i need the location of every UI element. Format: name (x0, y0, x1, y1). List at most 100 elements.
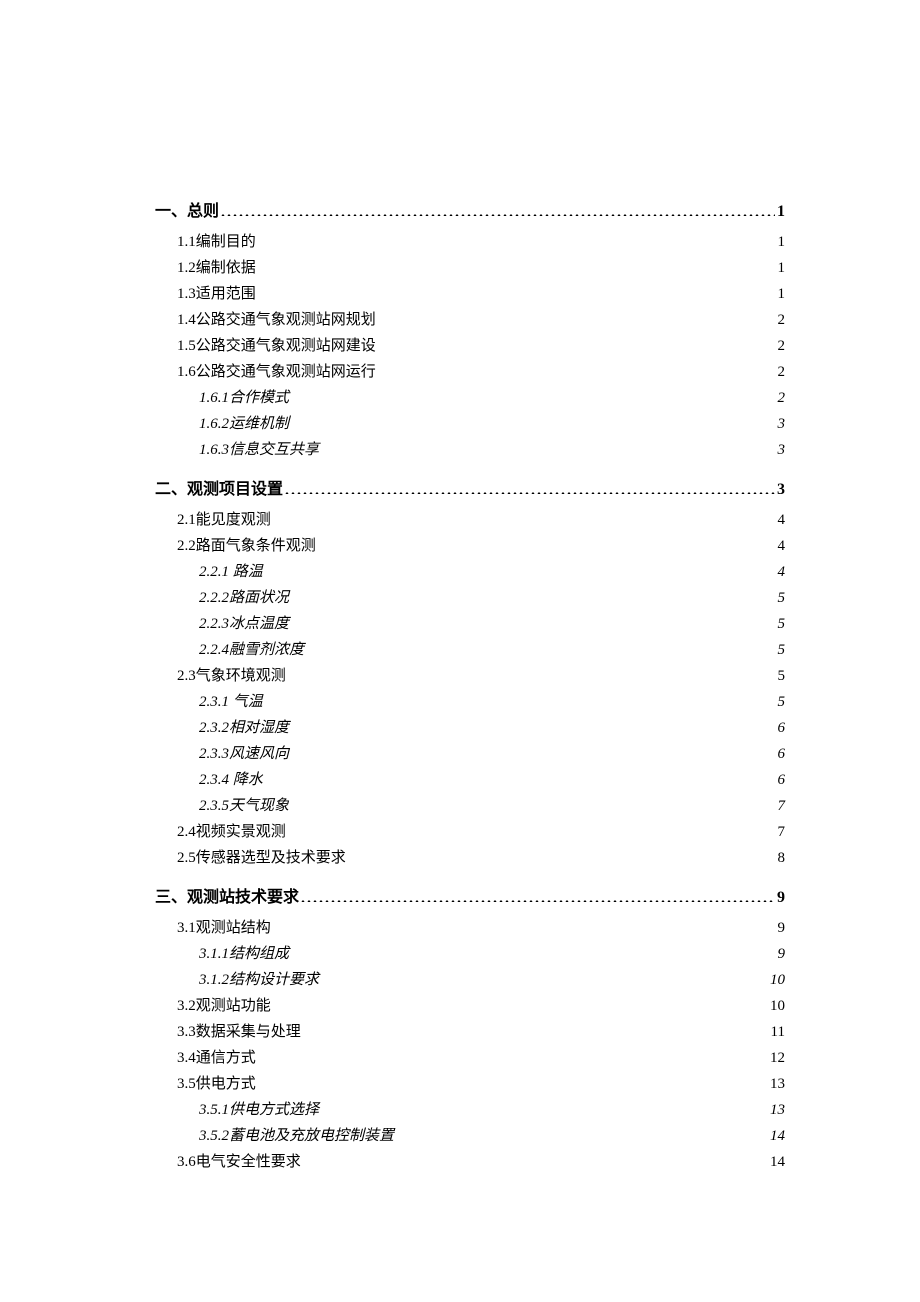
toc-entry-page: 5 (778, 611, 786, 637)
toc-entry: 2.2.2路面状况5 (199, 585, 785, 611)
toc-entry: 2.3.5天气现象7 (199, 793, 785, 819)
toc-section-group: 三、观测站技术要求93.1观测站结构 93.1.1结构组成93.1.2结构设计要求… (155, 881, 785, 1175)
toc-leader-dots (288, 821, 776, 836)
toc-leader-dots (378, 361, 776, 376)
toc-entry: 2.2.1 路温4 (199, 559, 785, 585)
toc-entry-page: 7 (778, 793, 786, 819)
toc-entry: 1.1编制目的 1 (177, 229, 785, 255)
toc-entry-page: 8 (778, 845, 786, 871)
table-of-contents: 一、总则11.1编制目的11.2编制依据11.3适用范围11.4公路交通气象观测… (155, 195, 785, 1175)
toc-leader-dots (273, 509, 776, 524)
toc-entry-label: 2.3.4 降水 (199, 767, 263, 793)
toc-entry-label: 3.4通信方式 (177, 1045, 256, 1071)
toc-entry: 1.2编制依据1 (177, 255, 785, 281)
toc-entry-label: 3.5供电方式 (177, 1071, 256, 1097)
toc-leader-dots (265, 561, 776, 576)
toc-entry-page: 3 (778, 437, 786, 463)
toc-leader-dots (258, 283, 776, 298)
toc-entry-page: 10 (770, 993, 785, 1019)
toc-entry-label: 一、总则 (155, 199, 219, 225)
toc-entry-label: 1.2编制依据 (177, 255, 256, 281)
toc-entry-label: 1.1编制目的 (177, 229, 256, 255)
toc-leader-dots (273, 995, 768, 1010)
toc-entry: 1.5公路交通气象观测站网建设2 (177, 333, 785, 359)
toc-entry-label: 1.3适用范围 (177, 281, 256, 307)
toc-entry: 2.5传感器选型及技术要求 8 (177, 845, 785, 871)
toc-leader-dots (378, 309, 776, 324)
toc-leader-dots (291, 587, 775, 602)
toc-entry: 2.3.1 气温 5 (199, 689, 785, 715)
toc-entry-label: 3.1观测站结构 (177, 915, 271, 941)
toc-entry-page: 10 (770, 967, 785, 993)
toc-entry: 3.5供电方式 13 (177, 1071, 785, 1097)
toc-entry-label: 1.4公路交通气象观测站网规划 (177, 307, 376, 333)
toc-entry-page: 13 (770, 1071, 785, 1097)
toc-entry: 一、总则 1 (155, 195, 785, 229)
toc-entry-page: 5 (778, 663, 786, 689)
toc-entry-label: 2.2.4融雪剂浓度 (199, 637, 304, 663)
toc-leader-dots (221, 200, 775, 216)
toc-entry: 3.1.1结构组成9 (199, 941, 785, 967)
toc-entry-label: 2.5传感器选型及技术要求 (177, 845, 346, 871)
toc-leader-dots (291, 795, 775, 810)
toc-entry-page: 1 (777, 199, 785, 225)
toc-entry-page: 2 (778, 359, 786, 385)
toc-entry-page: 1 (778, 229, 786, 255)
toc-leader-dots (303, 1021, 769, 1036)
toc-entry-label: 3.3数据采集与处理 (177, 1019, 301, 1045)
toc-entry-label: 2.2路面气象条件观测 (177, 533, 316, 559)
toc-entry: 2.3.2相对湿度6 (199, 715, 785, 741)
toc-entry: 2.3.3风速风向 6 (199, 741, 785, 767)
toc-entry-page: 2 (778, 307, 786, 333)
toc-entry-page: 4 (778, 507, 786, 533)
toc-entry: 三、观测站技术要求9 (155, 881, 785, 915)
toc-entry-page: 4 (778, 533, 786, 559)
toc-entry-label: 3.2观测站功能 (177, 993, 271, 1019)
toc-entry: 3.5.2蓄电池及充放电控制装置 14 (199, 1123, 785, 1149)
toc-entry-page: 6 (778, 741, 786, 767)
toc-entry-page: 6 (778, 715, 786, 741)
toc-entry-label: 3.5.2蓄电池及充放电控制装置 (199, 1123, 394, 1149)
toc-entry: 3.5.1供电方式选择13 (199, 1097, 785, 1123)
toc-leader-dots (301, 886, 775, 902)
toc-leader-dots (321, 969, 768, 984)
toc-entry: 3.4通信方式12 (177, 1045, 785, 1071)
toc-entry-page: 3 (778, 411, 786, 437)
toc-entry-label: 2.2.3冰点温度 (199, 611, 289, 637)
toc-entry: 1.3适用范围1 (177, 281, 785, 307)
toc-leader-dots (285, 478, 775, 494)
toc-section-group: 一、总则11.1编制目的11.2编制依据11.3适用范围11.4公路交通气象观测… (155, 195, 785, 463)
toc-entry: 2.1能见度观测 4 (177, 507, 785, 533)
toc-leader-dots (291, 717, 775, 732)
toc-entry-label: 1.5公路交通气象观测站网建设 (177, 333, 376, 359)
toc-entry-page: 5 (778, 689, 786, 715)
toc-leader-dots (306, 639, 775, 654)
toc-entry: 2.2.4融雪剂浓度5 (199, 637, 785, 663)
toc-entry: 3.2观测站功能 10 (177, 993, 785, 1019)
toc-entry-page: 11 (771, 1019, 785, 1045)
toc-entry-label: 2.1能见度观测 (177, 507, 271, 533)
toc-entry-label: 3.5.1供电方式选择 (199, 1097, 319, 1123)
toc-entry-label: 2.3.3风速风向 (199, 741, 289, 767)
toc-entry: 1.6.3信息交互共享3 (199, 437, 785, 463)
toc-entry: 2.3气象环境观测 5 (177, 663, 785, 689)
toc-entry: 1.4公路交通气象观测站网规划 2 (177, 307, 785, 333)
toc-leader-dots (291, 943, 775, 958)
toc-entry-label: 2.4视频实景观测 (177, 819, 286, 845)
toc-entry-page: 9 (778, 941, 786, 967)
toc-entry-label: 1.6.2运维机制 (199, 411, 289, 437)
toc-entry-label: 2.3.1 气温 (199, 689, 263, 715)
toc-entry: 3.1.2结构设计要求10 (199, 967, 785, 993)
toc-entry-page: 14 (770, 1123, 785, 1149)
toc-entry-label: 2.3气象环境观测 (177, 663, 286, 689)
toc-entry-page: 2 (778, 385, 786, 411)
toc-leader-dots (378, 335, 776, 350)
toc-leader-dots (273, 917, 776, 932)
toc-entry: 3.3数据采集与处理 11 (177, 1019, 785, 1045)
toc-entry-page: 3 (777, 477, 785, 503)
toc-leader-dots (265, 691, 776, 706)
toc-entry-label: 2.2.1 路温 (199, 559, 263, 585)
toc-leader-dots (291, 413, 775, 428)
toc-entry: 3.6电气安全性要求14 (177, 1149, 785, 1175)
toc-leader-dots (265, 769, 776, 784)
